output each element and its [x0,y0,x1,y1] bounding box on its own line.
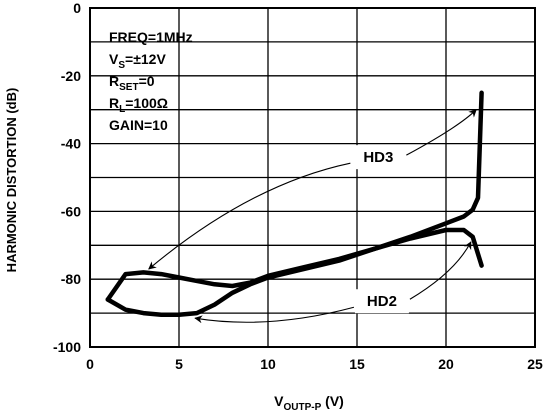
series-label-bg [354,289,409,314]
annotation-arrow [409,241,472,300]
curves [105,90,484,318]
series-labels: HD3 HD2 [351,145,409,314]
annotation-arrow [194,306,355,324]
condition-line: RL=100Ω [109,95,168,115]
condition-line: GAIN=10 [109,117,168,133]
series-label-bg [351,145,406,170]
series-label-hd2: HD2 [367,293,397,310]
y-tick-label: -100 [53,339,81,355]
x-axis-label: VOUTP-P (V) [274,393,344,413]
x-axis-label-main: V [274,393,284,409]
condition-line: FREQ=1MHz [109,29,193,45]
x-tick-label: 10 [260,356,276,372]
y-tick-label: -20 [61,68,81,84]
x-tick-label: 0 [86,356,94,372]
x-axis-label-sub: OUTP-P [284,402,322,413]
annotation-arrow [406,109,477,156]
tick-labels: 0 -20 -40 -60 -80 -100 0 5 10 15 20 25 [53,0,543,372]
x-tick-label: 20 [438,356,454,372]
x-tick-label: 15 [349,356,365,372]
annotation-arrow [148,162,351,270]
series-label-hd3: HD3 [363,149,393,166]
annotation-arrows [148,109,477,324]
x-tick-label: 5 [175,356,183,372]
plot-frame [89,7,536,348]
y-tick-label: -60 [61,203,81,219]
y-tick-label: 0 [73,0,81,16]
y-tick-label: -40 [61,136,81,152]
x-axis-label-unit: (V) [321,393,344,409]
x-tick-label: 25 [527,356,543,372]
y-tick-label: -80 [61,271,81,287]
y-axis-label: HARMONIC DISTORTION (dB) [4,88,19,273]
series-line-hd2 [105,227,484,318]
condition-line: VS=±12V [109,51,166,71]
condition-line: RSET=0 [109,73,155,93]
